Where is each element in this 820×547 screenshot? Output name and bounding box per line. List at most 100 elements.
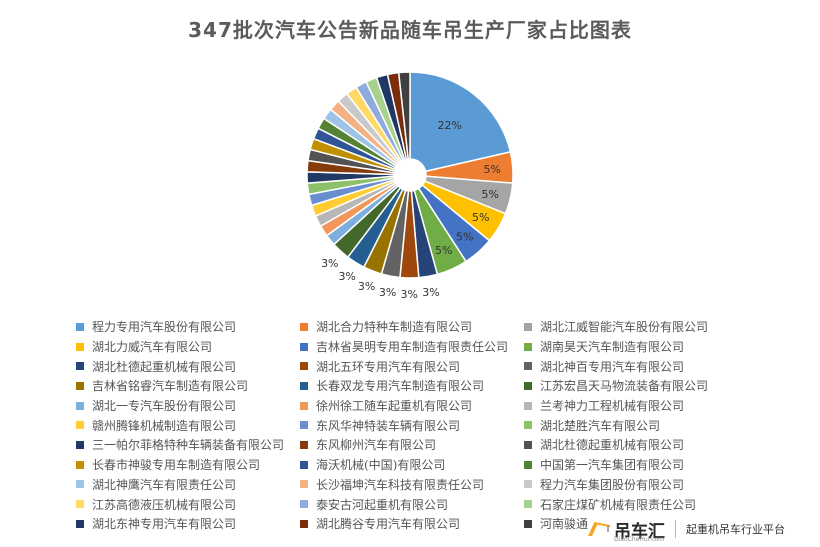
legend-label: 赣州腾锋机械制造有限公司: [92, 418, 237, 433]
legend-swatch: [300, 500, 308, 509]
legend-item: 长沙福坤汽车科技有限责任公司: [300, 476, 524, 494]
legend-swatch: [300, 362, 308, 371]
slice-label: 5%: [483, 163, 500, 176]
legend-swatch: [76, 322, 84, 331]
legend-label: 吉林省昊明专用车制造有限责任公司: [316, 340, 509, 355]
legend-label: 湖北东神专用汽车有限公司: [92, 517, 237, 532]
brand-divider: [675, 520, 676, 538]
legend-swatch: [524, 440, 532, 449]
legend-item: 石家庄煤矿机械有限责任公司: [524, 495, 756, 513]
legend-label: 长沙福坤汽车科技有限责任公司: [316, 477, 485, 492]
legend-label: 湖北力威汽车有限公司: [92, 340, 213, 355]
slice-label: 5%: [456, 231, 473, 244]
legend-label: 徐州徐工随车起重机有限公司: [316, 399, 473, 414]
legend-item: 江苏宏昌天马物流装备有限公司: [524, 377, 756, 395]
legend-label: 湖北五环专用汽车有限公司: [316, 359, 461, 374]
slice-label: 22%: [438, 119, 462, 132]
legend-item: 赣州腾锋机械制造有限公司: [76, 416, 300, 434]
legend-label: 兰考神力工程机械有限公司: [540, 399, 685, 414]
legend-swatch: [524, 480, 532, 489]
legend-label: 海沃机械(中国)有限公司: [316, 458, 446, 473]
legend-swatch: [524, 460, 532, 469]
legend-item: 吉林省昊明专用车制造有限责任公司: [300, 338, 524, 356]
legend-label: 长春市神骏专用车制造有限公司: [92, 458, 261, 473]
legend-label: 湖南昊天汽车制造有限公司: [540, 340, 685, 355]
legend-item: 中国第一汽车集团有限公司: [524, 456, 756, 474]
legend-item: 程力汽车集团股份有限公司: [524, 476, 756, 494]
slice-label: 5%: [472, 211, 489, 224]
pie-slice: [409, 71, 512, 173]
legend-label: 东风柳州汽车有限公司: [316, 438, 437, 453]
legend-label: 长春双龙专用汽车制造有限公司: [316, 379, 485, 394]
crane-logo-icon: [586, 520, 612, 538]
legend-swatch: [524, 322, 532, 331]
legend-label: 湖北神鹰汽车有限责任公司: [92, 477, 237, 492]
legend-item: 湖北东神专用汽车有限公司: [76, 515, 300, 533]
legend-label: 吉林省铭睿汽车制造有限公司: [92, 379, 249, 394]
brand-slogan: 起重机吊车行业平台: [686, 523, 785, 536]
legend-item: 湖北杜德起重机械有限公司: [76, 357, 300, 375]
legend-label: 江苏宏昌天马物流装备有限公司: [540, 379, 709, 394]
slice-label: 5%: [435, 244, 452, 257]
slice-label: 3%: [358, 280, 375, 293]
pie-slice: [397, 71, 411, 160]
legend-swatch: [524, 401, 532, 410]
legend-item: 东风柳州汽车有限公司: [300, 436, 524, 454]
legend-label: 三一帕尔菲格特种车辆装备有限公司: [92, 438, 285, 453]
legend-label: 河南骏通: [540, 517, 589, 532]
legend-item: 吉林省铭睿汽车制造有限公司: [76, 377, 300, 395]
legend-swatch: [524, 500, 532, 509]
legend-swatch: [300, 480, 308, 489]
legend-swatch: [300, 381, 308, 390]
legend-swatch: [76, 421, 84, 430]
legend-item: 湖北楚胜汽车有限公司: [524, 416, 756, 434]
legend-swatch: [76, 440, 84, 449]
legend-label: 湖北合力特种车制造有限公司: [316, 320, 473, 335]
legend-label: 湖北一专汽车股份有限公司: [92, 399, 237, 414]
slice-label: 5%: [481, 188, 498, 201]
legend-item: 湖北江威智能汽车股份有限公司: [524, 318, 756, 336]
legend-label: 湖北神百专用汽车有限公司: [540, 359, 685, 374]
legend-swatch: [76, 519, 84, 528]
legend-label: 泰安古河起重机有限公司: [316, 497, 449, 512]
legend-swatch: [524, 421, 532, 430]
chart-title: 347批次汽车公告新品随车吊生产厂家占比图表: [188, 18, 632, 42]
legend-item: 东风华神特装车辆有限公司: [300, 416, 524, 434]
legend-swatch: [300, 460, 308, 469]
legend-label: 湖北楚胜汽车有限公司: [540, 418, 661, 433]
legend-swatch: [76, 362, 84, 371]
legend-item: 湖北神百专用汽车有限公司: [524, 357, 756, 375]
legend-item: 程力专用汽车股份有限公司: [76, 318, 300, 336]
legend-swatch: [76, 381, 84, 390]
brand-url: DiaoCheHui.com: [614, 536, 665, 543]
pie-slices: [306, 71, 514, 279]
legend-item: 湖北腾谷专用汽车有限公司: [300, 515, 524, 533]
legend-swatch: [300, 519, 308, 528]
legend-label: 湖北腾谷专用汽车有限公司: [316, 517, 461, 532]
legend-item: 湖北力威汽车有限公司: [76, 338, 300, 356]
legend-swatch: [76, 460, 84, 469]
legend-swatch: [76, 480, 84, 489]
legend-label: 程力汽车集团股份有限公司: [540, 477, 685, 492]
legend-item: 河南骏通: [524, 515, 756, 533]
slice-label: 3%: [379, 286, 396, 299]
legend-swatch: [300, 440, 308, 449]
legend-item: 徐州徐工随车起重机有限公司: [300, 397, 524, 415]
legend-label: 湖北江威智能汽车股份有限公司: [540, 320, 709, 335]
legend-swatch: [76, 401, 84, 410]
legend-swatch: [300, 322, 308, 331]
legend-label: 中国第一汽车集团有限公司: [540, 458, 685, 473]
slice-label: 3%: [338, 270, 355, 283]
legend-item: 湖北合力特种车制造有限公司: [300, 318, 524, 336]
legend-item: 湖南昊天汽车制造有限公司: [524, 338, 756, 356]
legend-item: 三一帕尔菲格特种车辆装备有限公司: [76, 436, 300, 454]
legend-swatch: [300, 342, 308, 351]
legend-item: 长春双龙专用汽车制造有限公司: [300, 377, 524, 395]
legend-label: 湖北杜德起重机械有限公司: [540, 438, 685, 453]
legend-swatch: [76, 500, 84, 509]
legend-swatch: [76, 342, 84, 351]
pie-labels: 22%5%5%5%5%5%3%3%3%3%3%3%: [321, 119, 501, 301]
legend-label: 东风华神特装车辆有限公司: [316, 418, 461, 433]
legend-item: 海沃机械(中国)有限公司: [300, 456, 524, 474]
legend-label: 石家庄煤矿机械有限责任公司: [540, 497, 697, 512]
